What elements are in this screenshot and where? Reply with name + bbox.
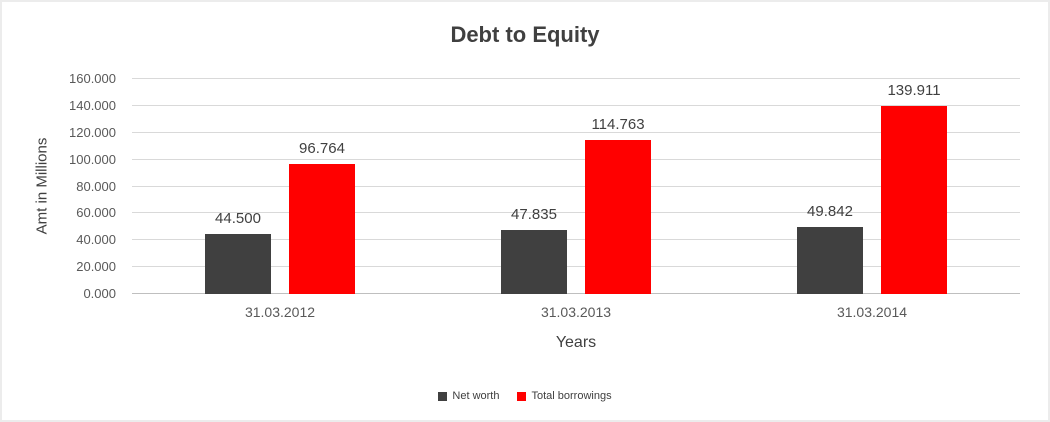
y-tick-label: 40.000 [76,232,116,248]
gridline [132,104,1020,106]
y-tick-label: 80.000 [76,178,116,194]
gridline [132,266,1020,268]
data-label: 114.763 [591,116,645,133]
data-label: 49.842 [807,203,853,220]
gridline [132,131,1020,133]
data-label: 44.500 [215,210,261,227]
bar-net-worth [797,227,863,294]
gridline [132,185,1020,187]
x-tick-label: 31.03.2012 [244,304,316,320]
y-axis-tick-labels: 0.000 20.000 40.000 60.000 80.000 100.000 120.… [2,71,124,301]
gridline [132,239,1020,241]
y-tick-label: 100.000 [69,151,116,167]
gridline [132,158,1020,160]
bar-total-borrowings [881,106,947,294]
y-tick-label: 60.000 [76,205,116,221]
bar-total-borrowings [585,140,651,294]
x-axis-title: Years [555,334,597,351]
data-label: 47.835 [511,206,557,223]
gridline [132,78,1020,79]
y-tick-label: 0.000 [83,286,116,301]
legend-item-net-worth: Net worth [438,390,499,402]
legend-swatch-icon [438,391,448,401]
x-axis-line [132,293,1020,294]
bar-net-worth [205,234,271,294]
x-tick-label: 31.03.2014 [836,304,908,320]
legend-swatch-icon [517,391,527,401]
bar-total-borrowings [289,164,355,294]
legend: Net worth Total borrowings [2,390,1048,402]
x-tick-label: 31.03.2013 [540,304,612,320]
gridline [132,212,1020,214]
legend-item-total-borrowings: Total borrowings [517,390,612,402]
bar-net-worth [501,230,567,294]
plot-area: 44.500 96.764 47.835 114.763 49.842 139.911 [132,78,1020,294]
legend-label: Net worth [452,390,500,402]
legend-label: Total borrowings [531,390,612,402]
y-tick-label: 20.000 [76,259,116,275]
y-tick-label: 140.000 [69,97,116,113]
data-label: 139.911 [887,82,941,99]
chart-title: Debt to Equity [450,22,600,47]
x-axis-tick-labels: 31.03.2012 31.03.2013 31.03.2014 [132,304,1020,324]
y-tick-label: 160.000 [69,71,116,86]
data-label: 96.764 [299,140,345,157]
y-tick-label: 120.000 [69,124,116,140]
